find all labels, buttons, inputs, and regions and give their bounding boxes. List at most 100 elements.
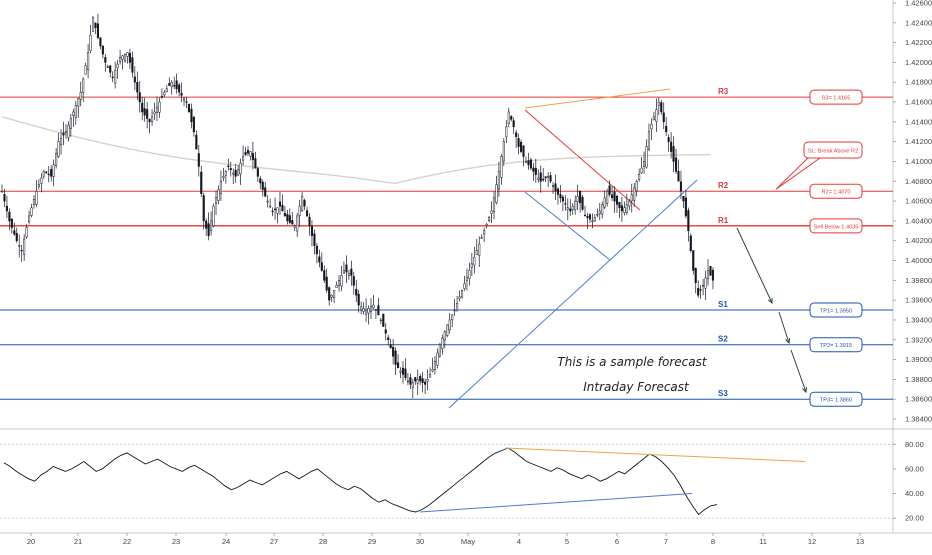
level-label-s2: S2 <box>718 335 728 344</box>
level-tag-s1: TP1= 1.3950 <box>820 309 852 315</box>
candle-body <box>94 22 97 29</box>
candle-body <box>421 378 424 383</box>
candle-body <box>532 167 535 172</box>
annotation-sample-forecast: This is a sample forecast <box>557 355 707 369</box>
candle-body <box>207 223 210 237</box>
candle-body <box>192 116 195 133</box>
candle-body <box>303 200 306 207</box>
candle-body <box>163 91 166 96</box>
candle-body <box>591 220 594 223</box>
candle-body <box>175 80 178 90</box>
candle-body <box>561 196 564 202</box>
candle-body <box>210 220 213 231</box>
price-tick-label: 1.40400 <box>905 216 932 225</box>
time-tick-label: May <box>461 537 475 546</box>
candle-body <box>611 194 614 199</box>
level-tag-s3: TP3= 1.3860 <box>820 398 852 404</box>
candle-body <box>101 45 104 55</box>
price-tick-label: 1.41800 <box>905 78 932 87</box>
candle-body <box>689 235 692 251</box>
candle-body <box>428 374 432 378</box>
candle-body <box>168 83 171 86</box>
candle-body <box>5 205 8 212</box>
candle-body <box>234 169 237 177</box>
candle-body <box>369 306 373 312</box>
candle-body <box>598 210 601 215</box>
candle-body <box>224 171 227 176</box>
candle-body <box>483 230 486 235</box>
time-tick-label: 21 <box>74 537 82 546</box>
candle-body <box>32 199 36 205</box>
candle-body <box>123 53 127 62</box>
candle-body <box>84 65 87 75</box>
candle-body <box>559 194 562 199</box>
candle-body <box>438 344 441 357</box>
candle-body <box>394 350 397 365</box>
candle-body <box>148 119 151 123</box>
blue-channel-line <box>524 191 611 261</box>
candle-body <box>399 370 402 373</box>
candle-body <box>323 270 326 281</box>
candle-body <box>13 230 16 235</box>
candle-body <box>62 132 65 136</box>
candle-body <box>500 156 503 178</box>
candle-body <box>357 293 360 306</box>
candle-body <box>305 210 309 217</box>
price-tick-label: 1.41600 <box>905 98 932 107</box>
candle-body <box>133 76 136 83</box>
candle-body <box>291 220 294 225</box>
candle-body <box>67 124 70 138</box>
candle-body <box>414 377 417 382</box>
candle-body <box>628 200 631 207</box>
forecast-arrowhead-1 <box>767 297 773 305</box>
candle-body <box>529 159 532 169</box>
candle-body <box>104 57 107 63</box>
candle-body <box>242 156 245 161</box>
candle-body <box>655 109 658 122</box>
candle-body <box>28 215 31 222</box>
time-tick-label: 11 <box>759 537 767 546</box>
candle-body <box>345 264 348 273</box>
candle-body <box>583 214 587 217</box>
candle-body <box>141 102 144 113</box>
candle-body <box>490 210 493 214</box>
candle-body <box>522 145 525 157</box>
candle-body <box>276 207 279 214</box>
candle-body <box>116 63 119 69</box>
time-tick-label: 27 <box>270 537 278 546</box>
candle-body <box>510 116 513 120</box>
candle-body <box>286 214 289 222</box>
level-tag-box-r1 <box>809 218 863 234</box>
candle-body <box>64 131 68 133</box>
forecast-arrowhead-3 <box>802 386 808 394</box>
price-tick-label: 1.39400 <box>905 315 932 324</box>
candle-body <box>601 204 604 215</box>
candle-body <box>89 34 92 51</box>
candle-body <box>537 177 540 180</box>
price-tick-label: 1.41000 <box>905 157 932 166</box>
forecast-arrow-3 <box>790 349 807 393</box>
price-tick-label: 1.41200 <box>905 137 932 146</box>
forecast-arrow-1 <box>736 227 773 304</box>
price-tick-label: 1.38600 <box>905 395 932 404</box>
time-tick-label: 6 <box>615 537 619 546</box>
annotation-intraday-forecast: Intraday Forecast <box>583 380 690 394</box>
candle-body <box>704 277 707 289</box>
candle-body <box>505 126 508 138</box>
candle-body <box>57 141 60 157</box>
time-tick-label: 5 <box>565 537 569 546</box>
candle-body <box>180 92 183 96</box>
candle-body <box>478 243 481 256</box>
candle-body <box>15 233 18 241</box>
candle-body <box>456 303 459 311</box>
candle-body <box>246 150 250 154</box>
rsi-tick-label: 60.00 <box>905 464 924 473</box>
candle-body <box>254 158 257 169</box>
level-tag-box-r3 <box>809 89 863 105</box>
moving-average-line <box>1 116 711 185</box>
candle-body <box>640 167 643 174</box>
candle-body <box>468 270 471 280</box>
candle-body <box>699 289 702 291</box>
candle-body <box>40 177 43 184</box>
